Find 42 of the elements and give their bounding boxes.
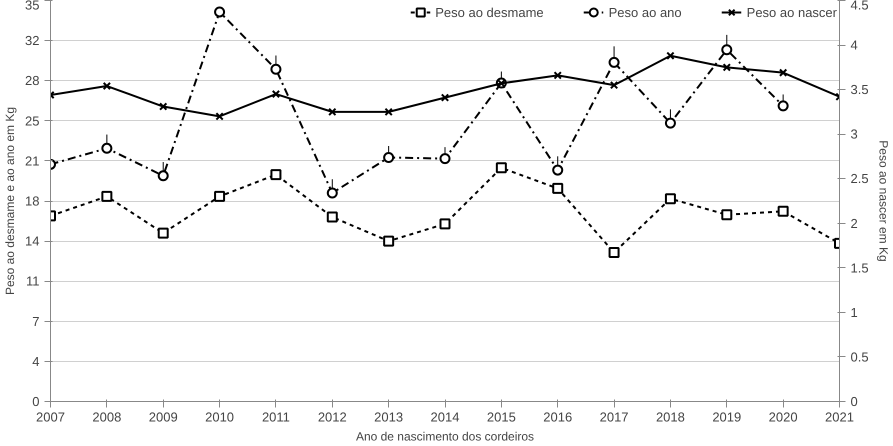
y2-tick-label: 2.5 [850, 171, 869, 186]
x-tick-label: 2010 [205, 410, 234, 424]
y-tick-label: 21 [25, 153, 40, 168]
x-tick-label: 2018 [656, 410, 685, 424]
y-tick-label: 25 [25, 113, 40, 128]
y-tick-label: 11 [26, 274, 40, 289]
x-tick-label: 2019 [712, 410, 742, 424]
y-tick-label: 14 [25, 234, 40, 249]
x-tick-label: 2008 [92, 410, 122, 424]
y-axis-title: Peso ao desmame e ao ano em Kg [3, 106, 18, 296]
y-tick-label: 35 [25, 0, 40, 12]
x-tick-label: 2012 [318, 410, 347, 424]
y2-tick-label: 3.5 [850, 82, 869, 98]
y-tick-label: 18 [25, 194, 40, 208]
y-tick-label: 32 [25, 33, 40, 48]
x-tick-label: 2007 [36, 410, 65, 424]
legend-label: Peso ao desmame [435, 4, 544, 20]
x-tick-label: 2015 [486, 410, 516, 424]
x-tick-label: 2020 [768, 410, 798, 424]
x-axis-title: Ano de nascimento dos cordeiros [356, 430, 534, 444]
x-tick-label: 2011 [262, 410, 290, 424]
x-tick-label: 2013 [374, 410, 404, 424]
y-tick-label: 7 [32, 314, 40, 329]
y-tick-label: 0 [32, 394, 40, 409]
x-tick-label: 2014 [430, 410, 460, 424]
y2-tick-label: 2 [850, 216, 858, 231]
y-tick-label: 4 [32, 354, 40, 369]
y2-tick-label: 0 [850, 394, 858, 409]
x-tick-label: 2021 [825, 410, 854, 424]
y2-tick-label: 0.5 [850, 349, 869, 364]
y2-tick-label: 1.5 [850, 260, 869, 276]
x-tick-label: 2017 [600, 410, 629, 424]
y2-tick-label: 4 [850, 38, 858, 53]
y-tick-label: 28 [25, 73, 40, 88]
x-tick-label: 2016 [543, 410, 572, 424]
legend-label: Peso ao ano [608, 4, 682, 20]
y2-tick-label: 3 [850, 126, 858, 142]
legend-label: Peso ao nascer [746, 4, 837, 20]
x-tick-label: 2009 [148, 410, 178, 424]
y2-axis-title: Peso ao nascer em Kg [876, 140, 891, 262]
y2-tick-label: 1 [850, 304, 858, 320]
y2-tick-label: 4.5 [850, 0, 869, 12]
